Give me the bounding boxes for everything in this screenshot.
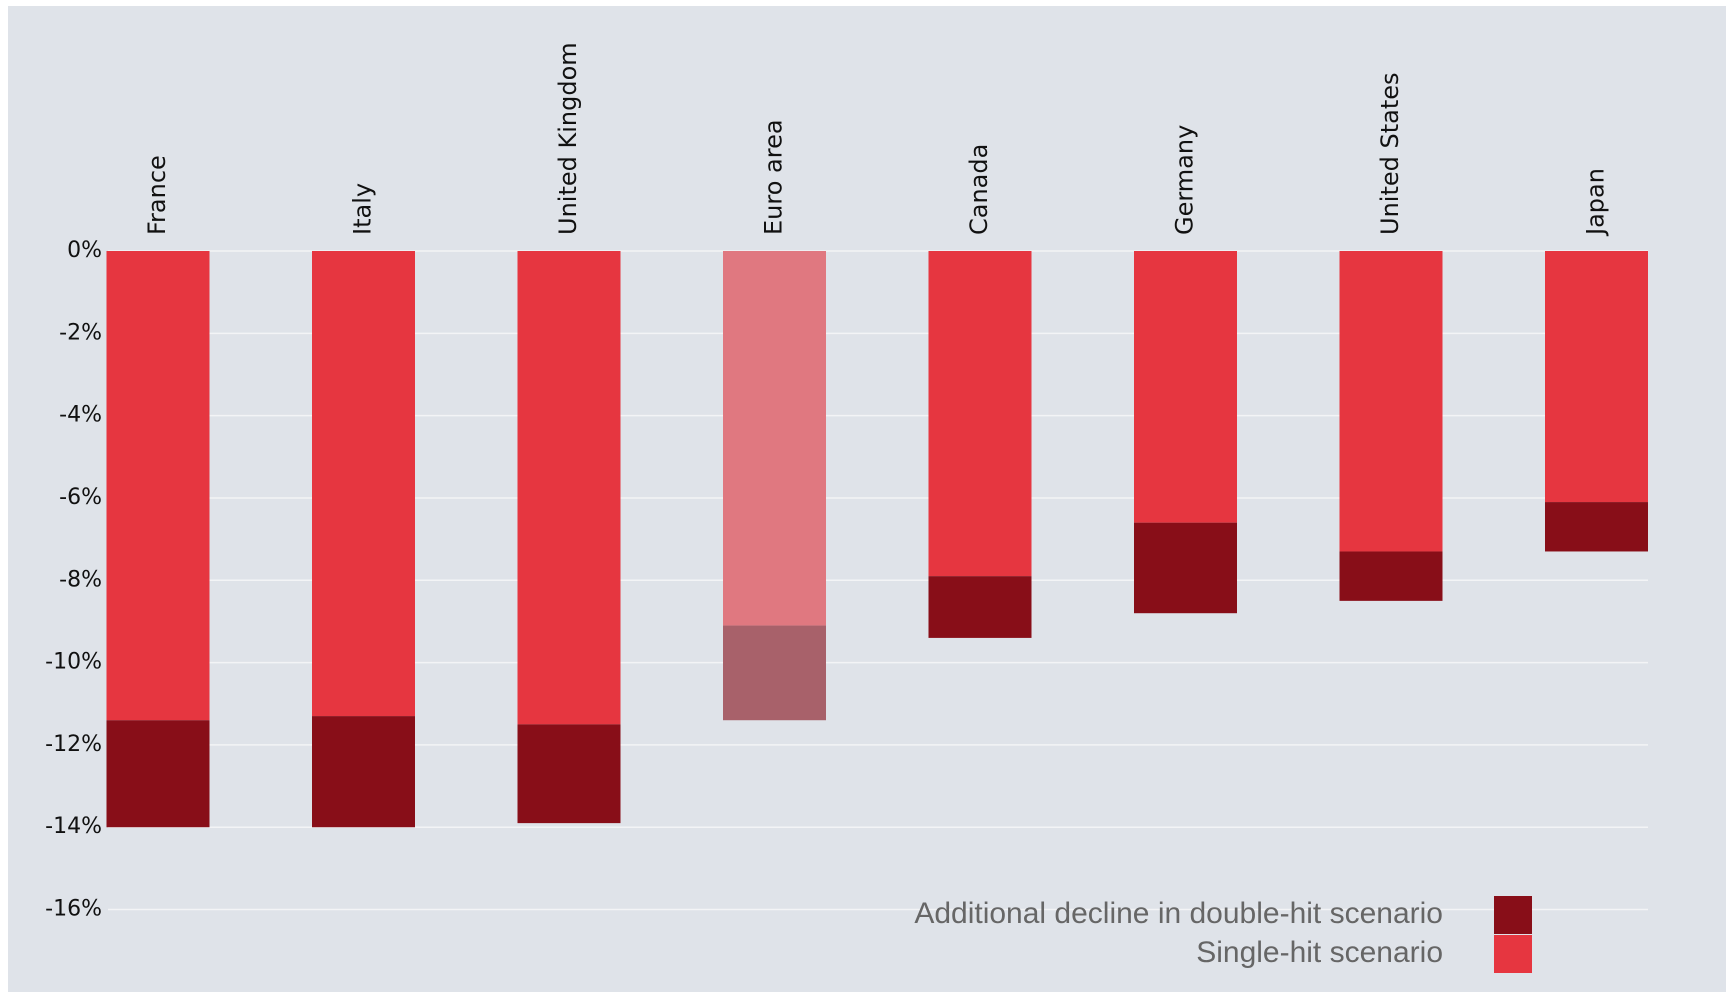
bar-segment bbox=[1545, 502, 1648, 552]
y-tick-label: -16% bbox=[45, 897, 102, 922]
x-tick-label: United Kingdom bbox=[554, 42, 582, 235]
bar-segment bbox=[106, 720, 210, 828]
bar-segment bbox=[517, 251, 621, 725]
x-tick-label: Euro area bbox=[760, 119, 788, 235]
legend-swatch bbox=[1494, 935, 1532, 973]
bar-segment bbox=[723, 625, 826, 721]
plot-background bbox=[8, 6, 1726, 992]
x-tick-label: France bbox=[143, 155, 171, 235]
y-tick-label: -14% bbox=[45, 814, 102, 839]
bar-segment bbox=[1134, 522, 1237, 614]
y-tick-label: 0% bbox=[67, 238, 102, 263]
bar-segment bbox=[1545, 251, 1648, 503]
bar-segment bbox=[1339, 551, 1443, 601]
bar-segment bbox=[312, 716, 415, 828]
y-tick-label: -2% bbox=[59, 320, 102, 345]
bar-segment bbox=[517, 724, 621, 824]
bar-segment bbox=[1339, 251, 1443, 552]
bar-segment bbox=[106, 251, 210, 721]
bar-segment bbox=[312, 251, 415, 717]
bar-segment bbox=[928, 576, 1032, 638]
bar-segment bbox=[928, 251, 1032, 577]
y-tick-label: -8% bbox=[59, 567, 102, 592]
y-tick-label: -12% bbox=[45, 732, 102, 757]
x-tick-label: Germany bbox=[1171, 125, 1199, 235]
legend-label: Single-hit scenario bbox=[1196, 936, 1443, 969]
x-tick-label: Japan bbox=[1582, 168, 1610, 237]
legend-label: Additional decline in double-hit scenari… bbox=[914, 897, 1443, 930]
y-tick-label: -6% bbox=[59, 485, 102, 510]
x-tick-label: Italy bbox=[349, 183, 377, 235]
bar-segment bbox=[723, 251, 826, 626]
y-tick-label: -10% bbox=[45, 650, 102, 675]
bar-segment bbox=[1134, 251, 1237, 523]
x-tick-label: Canada bbox=[965, 144, 993, 235]
y-tick-label: -4% bbox=[59, 403, 102, 428]
legend-swatch bbox=[1494, 896, 1532, 934]
x-tick-label: United States bbox=[1376, 72, 1404, 235]
